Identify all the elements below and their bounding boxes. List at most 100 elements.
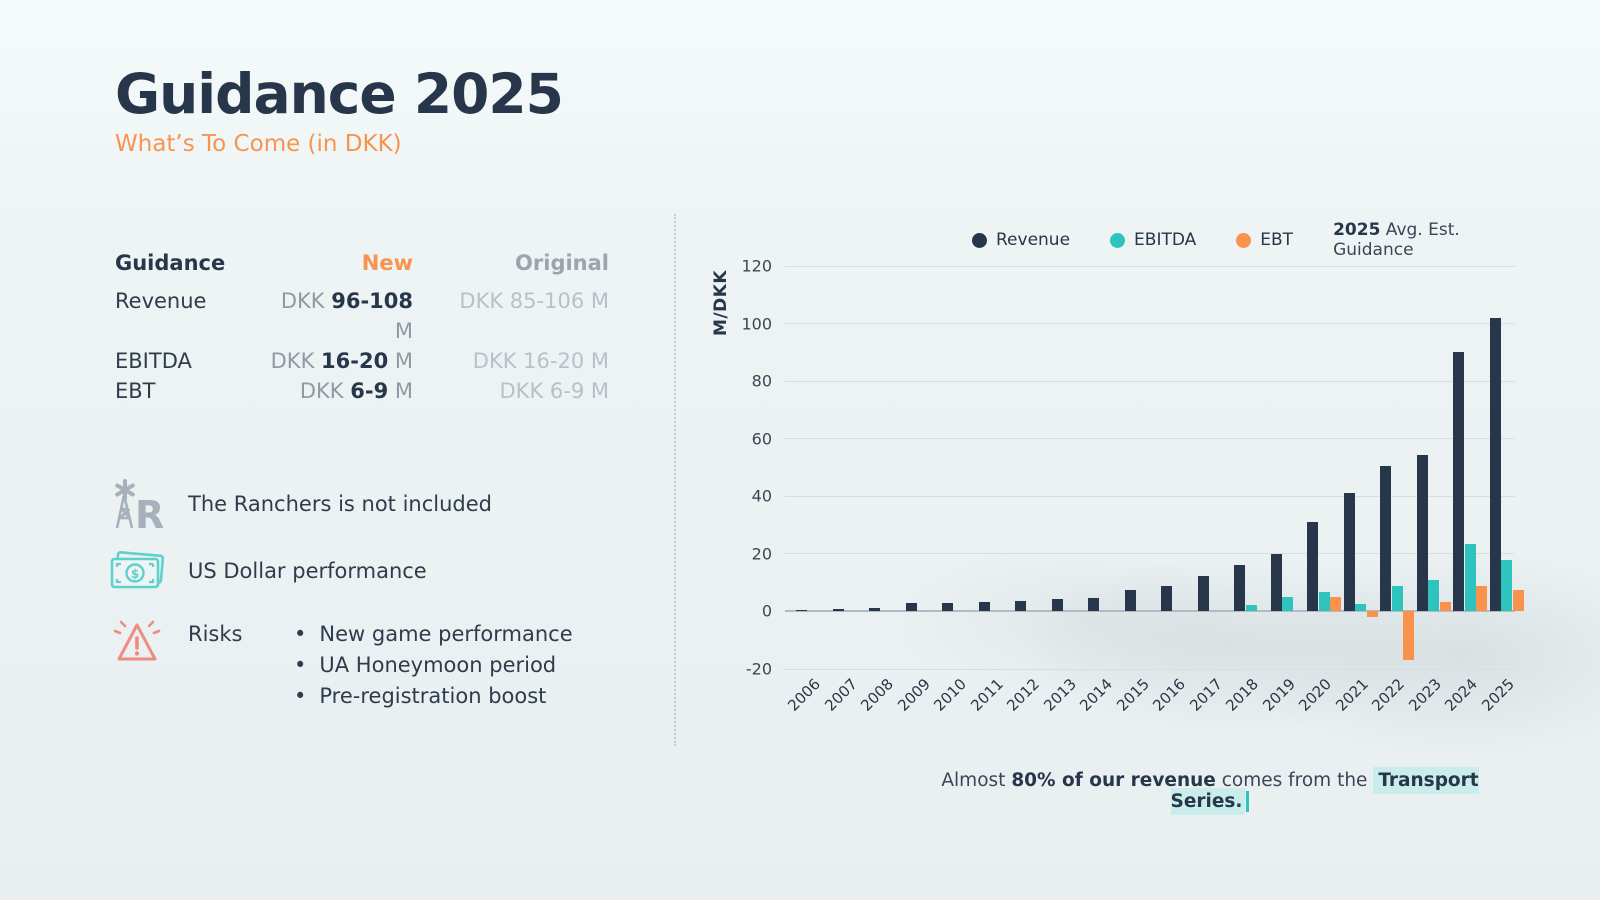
legend-label-ebitda: EBITDA	[1134, 230, 1197, 250]
note-ranchers-text: The Ranchers is not included	[188, 492, 492, 516]
legend-dot-ebitda	[1110, 232, 1126, 248]
bar-revenue-2013	[1051, 599, 1063, 612]
currency-prefix: DKK	[270, 349, 322, 373]
bar-revenue-2009	[905, 603, 917, 612]
text-caret	[1246, 791, 1250, 812]
x-tick-label: 2009	[893, 675, 934, 715]
revenue-footnote: Almost 80% of our revenue comes from the…	[905, 767, 1515, 815]
note-ranchers: R The Ranchers is not included	[108, 478, 573, 530]
bar-revenue-2008	[869, 607, 881, 612]
bar-ebt-2025	[1512, 589, 1524, 612]
note-risks-label: Risks	[188, 622, 243, 646]
gridline	[785, 323, 1515, 325]
bar-revenue-2007	[832, 609, 844, 612]
y-axis-ticks: 120 100 80 60 40 20 0 -20	[700, 257, 772, 679]
bar-revenue-2022	[1380, 466, 1392, 612]
x-axis-labels: 2006 2007 2008 2009 2010 2011 2012 2013 2014 2015…	[784, 675, 1518, 721]
y-tick-label: 40	[751, 486, 772, 506]
svg-text:$: $	[131, 567, 139, 581]
bar-chart: Revenue EBITDA EBT 2025 Avg. Est. Guidan…	[700, 215, 1524, 715]
money-icon: $	[108, 547, 166, 595]
row-ebt-label: EBT	[115, 379, 156, 403]
x-tick-label: 2020	[1295, 675, 1335, 715]
x-tick-label: 2023	[1404, 675, 1445, 715]
bar-ebitda-2023	[1428, 579, 1440, 612]
risk-bullet: New game performance	[294, 619, 572, 650]
x-tick-label: 2013	[1039, 675, 1080, 715]
x-tick-label: 2025	[1477, 675, 1518, 715]
bar-revenue-2017	[1197, 575, 1209, 612]
bar-ebt-2023	[1439, 601, 1451, 612]
bar-revenue-2020	[1307, 522, 1319, 612]
bar-revenue-2015	[1124, 589, 1136, 612]
plot-area	[785, 265, 1524, 670]
bar-ebitda-2025	[1501, 559, 1513, 612]
page-title: Guidance 2025	[115, 62, 564, 126]
row-revenue-new: DKK 96-108 M	[268, 286, 413, 346]
warning-icon	[108, 612, 166, 666]
bar-revenue-2024	[1453, 352, 1465, 612]
svg-text:R: R	[135, 493, 164, 530]
bar-revenue-2014	[1088, 597, 1100, 612]
risk-bullet: Pre-registration boost	[294, 681, 573, 712]
gridline	[785, 495, 1515, 497]
bar-ebitda-2019	[1282, 597, 1294, 612]
notes-list: R The Ranchers is not included $ US Doll…	[108, 478, 573, 712]
col-header-new: New	[361, 251, 413, 275]
x-tick-label: 2007	[820, 675, 861, 715]
legend-guidance-note: 2025 Avg. Est. Guidance	[1333, 220, 1515, 260]
y-tick-label: 100	[741, 314, 772, 334]
bar-ebitda-2022	[1391, 585, 1403, 612]
guidance-table: Guidance New Original Revenue DKK 96-108…	[115, 248, 609, 406]
x-tick-label: 2022	[1368, 675, 1408, 715]
x-tick-label: 2021	[1331, 675, 1372, 715]
x-tick-label: 2011	[966, 675, 1007, 715]
x-tick-label: 2024	[1441, 675, 1481, 715]
y-tick-label: 20	[751, 544, 772, 564]
gridline	[785, 265, 1515, 267]
bar-revenue-2011	[978, 601, 990, 612]
currency-prefix: DKK	[299, 379, 351, 403]
legend-item-ebitda: EBITDA	[1110, 230, 1196, 250]
footnote-mid: comes from the	[1215, 770, 1374, 791]
x-tick-label: 2015	[1112, 675, 1153, 715]
x-tick-label: 2018	[1222, 675, 1262, 715]
gridline	[785, 553, 1515, 555]
x-tick-label: 2017	[1185, 675, 1226, 715]
legend-note-text: Avg. Est. Guidance	[1333, 220, 1460, 260]
row-revenue-original: DKK 85-106 M	[459, 289, 609, 313]
new-value: 16-20	[321, 349, 389, 373]
bar-ebitda-2024	[1464, 543, 1476, 612]
x-tick-label: 2016	[1149, 675, 1189, 715]
bar-ebitda-2018	[1245, 605, 1257, 612]
row-ebitda-label: EBITDA	[115, 349, 192, 373]
legend-dot-revenue	[972, 232, 987, 248]
legend-label-ebt: EBT	[1260, 230, 1294, 250]
title-block: Guidance 2025 What’s To Come (in DKK)	[115, 62, 564, 157]
footnote-bold: 80% of our revenue	[1011, 770, 1216, 791]
bar-ebitda-2020	[1318, 591, 1330, 612]
row-ebitda-original: DKK 16-20 M	[472, 349, 609, 373]
vertical-separator	[674, 214, 676, 746]
risks-bullet-list: New game performance UA Honeymoon period…	[294, 619, 573, 712]
row-ebitda-new: DKK 16-20 M	[268, 346, 413, 376]
note-dollar: $ US Dollar performance	[108, 547, 573, 595]
gridline	[785, 380, 1515, 382]
row-revenue-label: Revenue	[115, 289, 207, 313]
bar-revenue-2016	[1161, 585, 1173, 612]
bar-ebt-2020	[1330, 597, 1342, 612]
ranchers-logo-icon: R	[108, 478, 166, 530]
bar-revenue-2023	[1416, 454, 1428, 612]
y-tick-label: 60	[751, 429, 772, 449]
bar-ebt-2021	[1366, 611, 1378, 618]
zero-axis-line	[785, 610, 1515, 613]
bar-ebt-2024	[1476, 585, 1488, 612]
x-tick-label: 2014	[1076, 675, 1116, 715]
note-dollar-text: US Dollar performance	[188, 559, 427, 583]
row-ebt-new: DKK 6-9 M	[268, 376, 413, 406]
legend-item-revenue: Revenue	[972, 230, 1070, 250]
x-tick-label: 2012	[1003, 675, 1043, 715]
gridline	[785, 668, 1515, 670]
gridline	[785, 438, 1515, 440]
y-tick-label: -20	[745, 659, 772, 679]
